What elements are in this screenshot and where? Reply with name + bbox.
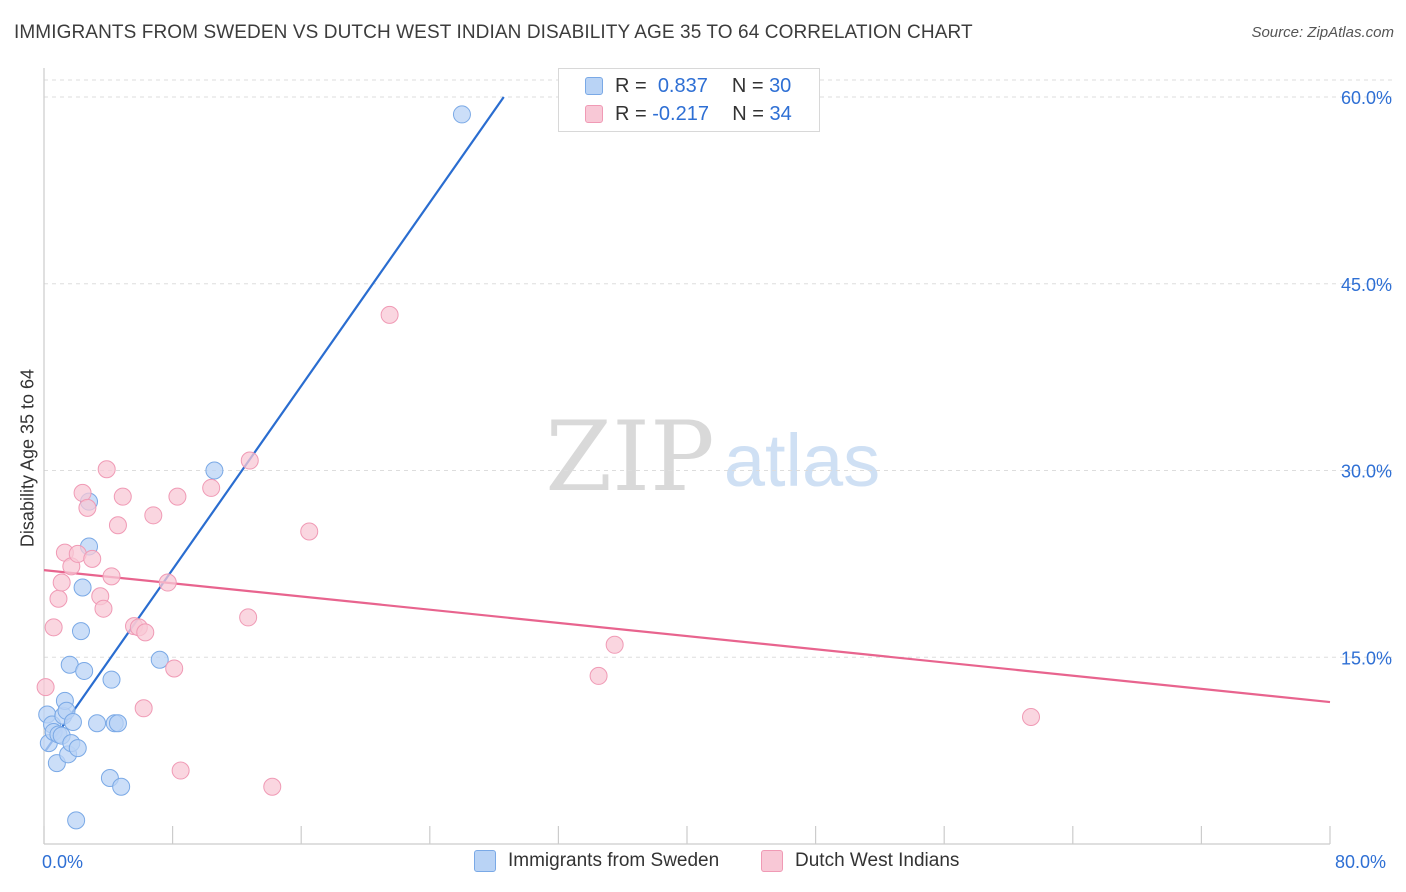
data-point-pink [605,635,624,654]
data-point-pink [263,777,282,796]
data-point-pink [97,460,116,479]
x-tick-label-max: 80.0% [1335,852,1387,872]
data-point-blue [452,105,471,124]
watermark-atlas: atlas [724,419,880,502]
data-point-pink [239,608,258,627]
data-point-blue [67,811,86,830]
y-tick-label: 15.0% [1341,648,1392,668]
data-point-pink [134,699,153,718]
legend-swatch-pink [585,105,603,123]
data-point-blue [73,578,92,597]
data-point-pink [136,623,155,642]
series-swatch-blue [474,850,496,872]
series-legend-dutch-west-indians: Dutch West Indians [761,850,959,872]
y-tick-labels: 15.0% 30.0% 45.0% 60.0% [1341,88,1392,668]
x-tick-label-min: 0.0% [42,852,84,872]
data-point-pink [83,549,102,568]
data-point-pink [165,659,184,678]
series-label-dutch-west-indians: Dutch West Indians [795,850,960,871]
legend-n-value: 34 [769,102,792,125]
data-point-pink [73,483,92,502]
legend-row-sweden: R = 0.837 N = 30 [559,73,791,99]
data-point-blue [88,714,107,733]
data-point-blue [63,712,82,731]
legend-row-dutch-west-indian: R = -0.217 N = 34 [559,101,792,127]
data-point-blue [205,461,224,480]
data-point-blue [108,714,127,733]
data-point-pink [380,305,399,324]
data-point-pink [240,451,259,470]
legend-r-label: R = [615,74,647,97]
data-points [36,105,1041,830]
data-point-blue [68,739,87,758]
legend-swatch-blue [585,77,603,95]
data-point-blue [71,622,90,641]
data-point-pink [144,506,163,525]
y-tick-label: 30.0% [1341,462,1392,482]
data-point-pink [202,478,221,497]
trend-line-pink [43,569,1331,704]
data-point-blue [112,777,131,796]
data-point-pink [94,599,113,618]
legend-n-label: N = [732,102,764,125]
data-point-pink [171,761,190,780]
data-point-pink [1022,708,1041,727]
data-point-pink [168,487,187,506]
data-point-pink [78,498,97,517]
legend-n-value: 30 [769,74,792,97]
y-axis-label: Disability Age 35 to 64 [17,368,38,548]
trend-line-blue [44,96,505,752]
legend-r-value: -0.217 [652,102,709,125]
series-legend-sweden: Immigrants from Sweden [474,850,719,872]
data-point-blue [75,661,94,680]
trend-lines [43,96,1331,752]
data-point-pink [589,666,608,685]
chart-title: IMMIGRANTS FROM SWEDEN VS DUTCH WEST IND… [14,22,973,43]
data-point-blue [150,650,169,669]
legend-r-label: R = [615,102,647,125]
chart-source: Source: ZipAtlas.com [1251,24,1394,41]
data-point-blue [102,670,121,689]
data-point-pink [102,567,121,586]
watermark-zip: ZIP [545,401,714,513]
series-label-sweden: Immigrants from Sweden [508,850,720,871]
data-point-pink [108,516,127,535]
data-point-pink [300,522,319,541]
correlation-legend: R = 0.837 N = 30 R = -0.217 N = 34 [558,68,820,132]
series-swatch-pink [761,850,783,872]
data-point-pink [113,487,132,506]
data-point-pink [158,573,177,592]
legend-r-value: 0.837 [657,74,708,97]
y-tick-label: 45.0% [1341,275,1392,295]
data-point-pink [44,618,63,637]
grid-lines [44,79,1392,658]
y-tick-label: 60.0% [1341,88,1392,108]
legend-n-label: N = [731,74,764,97]
data-point-pink [36,678,55,697]
data-point-pink [52,573,71,592]
data-point-pink [49,589,68,608]
